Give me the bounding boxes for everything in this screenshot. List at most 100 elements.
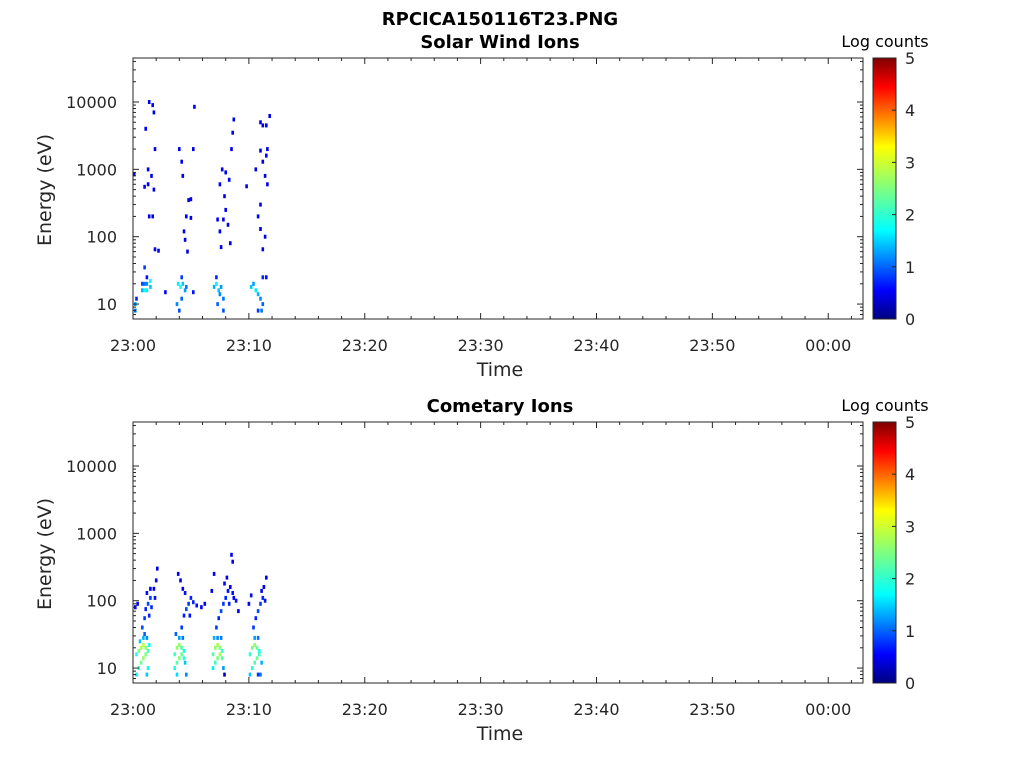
cometary-heatmap-bin: [232, 595, 236, 600]
cometary-heatmap-bin: [180, 645, 183, 650]
cometary-heatmap-bin: [251, 666, 254, 671]
solar-wind-y-tick-label: 100: [86, 228, 117, 247]
solar-wind-heatmap-bin: [151, 214, 154, 219]
cometary-ions-panel: Cometary Ions Log counts Time Energy (eV…: [34, 396, 929, 745]
solar-wind-heatmap-bin: [146, 167, 150, 172]
solar-wind-plot-frame: [132, 57, 864, 320]
cometary-heatmap-bin: [180, 625, 183, 630]
cometary-heatmap-bins: [134, 552, 268, 677]
cometary-heatmap-bin: [185, 607, 188, 612]
cometary-heatmap-bin: [223, 581, 226, 586]
cometary-heatmap-bin: [251, 645, 254, 650]
cometary-heatmap-bin: [247, 601, 251, 606]
solar-wind-heatmap-bin: [224, 207, 227, 212]
cometary-heatmap-bin: [256, 609, 260, 614]
cometary-heatmap-bin: [149, 586, 152, 591]
cometary-heatmap-bin: [262, 585, 266, 589]
cometary-colorbar-tick-label: 1: [905, 622, 915, 641]
cometary-heatmap-bin: [214, 645, 217, 650]
solar-wind-heatmap-bin: [185, 214, 188, 219]
cometary-heatmap-bin: [249, 593, 253, 598]
solar-wind-heatmap-bin: [256, 292, 260, 297]
solar-wind-heatmap-bin: [180, 275, 183, 280]
cometary-heatmap-bin: [248, 672, 252, 677]
cometary-heatmap-bin: [259, 601, 262, 606]
cometary-colorbar-tick-label: 0: [905, 674, 915, 693]
solar-wind-x-tick-label: 23:40: [573, 336, 619, 355]
cometary-heatmap-bin: [183, 660, 187, 665]
solar-wind-heatmap-bin: [132, 172, 136, 177]
solar-wind-heatmap-bin: [263, 173, 267, 178]
solar-wind-heatmap-bin: [183, 288, 187, 293]
cometary-heatmap-bin: [252, 625, 255, 630]
solar-wind-heatmap-bin: [143, 288, 146, 293]
solar-wind-heatmap-bin: [164, 290, 167, 295]
solar-wind-heatmap-bin: [157, 248, 160, 253]
solar-wind-heatmap-bin: [183, 237, 187, 242]
cometary-heatmap-bin: [229, 585, 232, 589]
cometary-x-tick-label: 23:50: [689, 700, 735, 719]
cometary-heatmap-bin: [214, 660, 217, 665]
solar-wind-heatmap-bin: [176, 281, 180, 286]
solar-wind-heatmap-bin: [147, 100, 151, 104]
cometary-heatmap-bin: [146, 666, 150, 671]
solar-wind-colorbar-tick-label: 0: [905, 310, 915, 329]
solar-wind-heatmap-bin: [143, 184, 146, 189]
solar-wind-heatmap-bin: [218, 229, 222, 234]
cometary-colorbar-tick-label: 2: [905, 570, 915, 589]
cometary-heatmap-bin: [259, 672, 262, 677]
cometary-heatmap-bin: [220, 656, 224, 661]
solar-wind-heatmap-bin: [266, 147, 269, 152]
cometary-x-tick-label: 23:40: [573, 700, 619, 719]
solar-wind-colorbar-tick-label: 1: [905, 258, 915, 277]
cometary-colorbar-tick-label: 3: [905, 517, 915, 536]
solar-wind-heatmap-bin: [259, 227, 262, 231]
cometary-heatmap-bin: [253, 660, 256, 665]
cometary-x-tick-label: 23:10: [226, 700, 272, 719]
solar-wind-x-tick-label: 23:30: [458, 336, 504, 355]
solar-wind-heatmap-bin: [150, 173, 153, 178]
solar-wind-heatmap-bin: [153, 147, 157, 152]
solar-wind-heatmap-bin: [187, 198, 190, 203]
cometary-heatmap-bin: [185, 672, 188, 677]
solar-wind-heatmap-bin: [227, 177, 231, 182]
cometary-heatmap-bin: [138, 639, 142, 644]
cometary-heatmap-bin: [216, 635, 219, 640]
cometary-y-tick-label: 100: [86, 592, 117, 611]
solar-wind-heatmap-bin: [224, 170, 227, 175]
cometary-y-axis-label: Energy (eV): [34, 498, 56, 610]
solar-wind-heatmap-bin: [216, 302, 219, 307]
solar-wind-heatmap-bin: [149, 284, 152, 289]
solar-wind-heatmap-bin: [144, 126, 147, 131]
cometary-heatmap-bin: [139, 645, 143, 650]
solar-wind-heatmap-bin: [185, 284, 188, 289]
cometary-heatmap-bin: [175, 645, 179, 650]
cometary-heatmap-bin: [255, 656, 259, 661]
solar-wind-heatmap-bin: [192, 290, 195, 295]
cometary-colorbar-tick-label: 5: [905, 413, 915, 432]
cometary-heatmap-bin: [175, 672, 179, 677]
cometary-heatmap-bin: [192, 600, 195, 605]
cometary-heatmap-bin: [217, 616, 220, 621]
cometary-x-axis-label: Time: [476, 723, 524, 745]
cometary-heatmap-bin: [146, 648, 150, 653]
solar-wind-heatmap-bin: [212, 284, 216, 289]
solar-wind-heatmap-bin: [252, 281, 255, 286]
cometary-heatmap-bin: [218, 645, 222, 650]
cometary-colorbar-label: Log counts: [841, 396, 928, 415]
solar-wind-heatmap-bin: [223, 194, 226, 199]
solar-wind-x-tick-label: 23:00: [110, 336, 156, 355]
solar-wind-heatmap-bin: [141, 288, 144, 293]
solar-wind-heatmap-bin: [226, 222, 230, 227]
solar-wind-colorbar-tick-label: 5: [905, 49, 915, 68]
solar-wind-heatmap-bin: [192, 147, 195, 152]
cometary-x-tick-label: 23:20: [342, 700, 388, 719]
cometary-y-tick-label: 1000: [76, 524, 117, 543]
solar-wind-heatmap-bin: [265, 275, 268, 280]
cometary-heatmap-bin: [253, 635, 256, 640]
cometary-ions-title: Cometary Ions: [427, 396, 574, 417]
cometary-heatmap-bin: [255, 645, 259, 650]
cometary-heatmap-bin: [173, 652, 176, 657]
solar-wind-heatmap-bin: [259, 202, 262, 207]
cometary-x-tick-label: 23:00: [110, 700, 156, 719]
